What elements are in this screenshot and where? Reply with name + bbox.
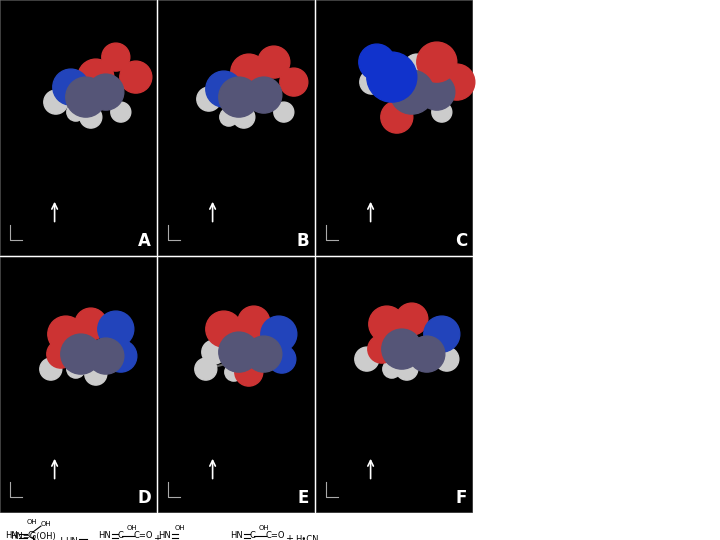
Text: HN: HN	[230, 531, 243, 540]
Circle shape	[280, 68, 308, 96]
Circle shape	[48, 316, 84, 352]
Circle shape	[396, 358, 418, 380]
Text: OH: OH	[27, 519, 37, 525]
Circle shape	[404, 54, 430, 80]
Bar	[0, 517, 720, 540]
Circle shape	[268, 345, 296, 373]
Circle shape	[231, 54, 267, 90]
Text: +: +	[285, 534, 293, 540]
Circle shape	[102, 43, 130, 71]
Circle shape	[67, 360, 85, 378]
Circle shape	[219, 332, 258, 372]
Circle shape	[368, 335, 396, 363]
Circle shape	[419, 74, 455, 110]
Text: C=O: C=O	[134, 531, 153, 540]
Text: C: C	[250, 531, 256, 540]
Circle shape	[366, 52, 417, 102]
Circle shape	[261, 316, 297, 352]
Text: HN: HN	[5, 531, 18, 540]
Text: C: C	[118, 531, 124, 540]
Circle shape	[396, 303, 428, 335]
Circle shape	[417, 42, 456, 82]
Bar	[316, 257, 472, 512]
Circle shape	[195, 358, 217, 380]
Bar	[0, 257, 156, 512]
Bar	[158, 0, 314, 255]
Circle shape	[206, 311, 242, 347]
Text: C: C	[455, 232, 467, 250]
Circle shape	[355, 347, 379, 371]
Circle shape	[225, 363, 243, 381]
Text: H•CN: H•CN	[295, 535, 318, 540]
Circle shape	[274, 102, 294, 122]
Circle shape	[220, 108, 238, 126]
Text: E: E	[297, 489, 309, 507]
Text: D: D	[138, 489, 151, 507]
Text: OH: OH	[41, 521, 52, 527]
Circle shape	[78, 59, 114, 95]
Circle shape	[359, 44, 395, 80]
Circle shape	[233, 106, 255, 128]
Circle shape	[235, 358, 263, 386]
Text: OH: OH	[127, 525, 138, 531]
Text: OH: OH	[175, 525, 186, 531]
Text: HN=Ġ(OH): HN=Ġ(OH)	[10, 532, 55, 540]
Circle shape	[381, 101, 413, 133]
Circle shape	[98, 311, 134, 347]
Circle shape	[435, 347, 459, 371]
Text: HN: HN	[65, 537, 78, 540]
Bar	[0, 0, 156, 255]
Circle shape	[80, 106, 102, 128]
Circle shape	[202, 340, 226, 364]
Circle shape	[197, 87, 221, 111]
Circle shape	[53, 69, 89, 105]
Circle shape	[88, 74, 124, 110]
Circle shape	[246, 336, 282, 372]
Text: +: +	[57, 536, 66, 540]
Text: A: A	[138, 232, 151, 250]
Circle shape	[120, 61, 152, 93]
Text: F: F	[456, 489, 467, 507]
Text: HN: HN	[98, 531, 111, 540]
Circle shape	[432, 102, 452, 122]
Circle shape	[424, 316, 460, 352]
Circle shape	[67, 103, 85, 121]
Circle shape	[383, 360, 401, 378]
Circle shape	[85, 363, 107, 385]
Text: C=O: C=O	[266, 531, 286, 540]
Circle shape	[40, 358, 62, 380]
Circle shape	[219, 77, 258, 117]
Circle shape	[382, 329, 422, 369]
Text: HN: HN	[158, 531, 171, 540]
Circle shape	[75, 308, 107, 340]
Text: B: B	[297, 232, 309, 250]
Circle shape	[60, 334, 101, 374]
Circle shape	[360, 70, 384, 94]
Text: C: C	[27, 531, 33, 540]
Circle shape	[206, 71, 242, 107]
Circle shape	[369, 306, 405, 342]
Text: +: +	[153, 534, 161, 540]
Circle shape	[246, 77, 282, 113]
Circle shape	[238, 306, 270, 338]
Text: OH: OH	[259, 525, 269, 531]
Circle shape	[111, 102, 131, 122]
Circle shape	[66, 77, 106, 117]
Circle shape	[47, 340, 75, 368]
Circle shape	[390, 70, 433, 114]
Circle shape	[105, 340, 137, 372]
Circle shape	[258, 46, 289, 78]
Circle shape	[88, 338, 124, 374]
Circle shape	[438, 64, 474, 100]
Bar	[158, 257, 314, 512]
Circle shape	[44, 90, 68, 114]
Circle shape	[409, 336, 445, 372]
Bar	[316, 0, 472, 255]
